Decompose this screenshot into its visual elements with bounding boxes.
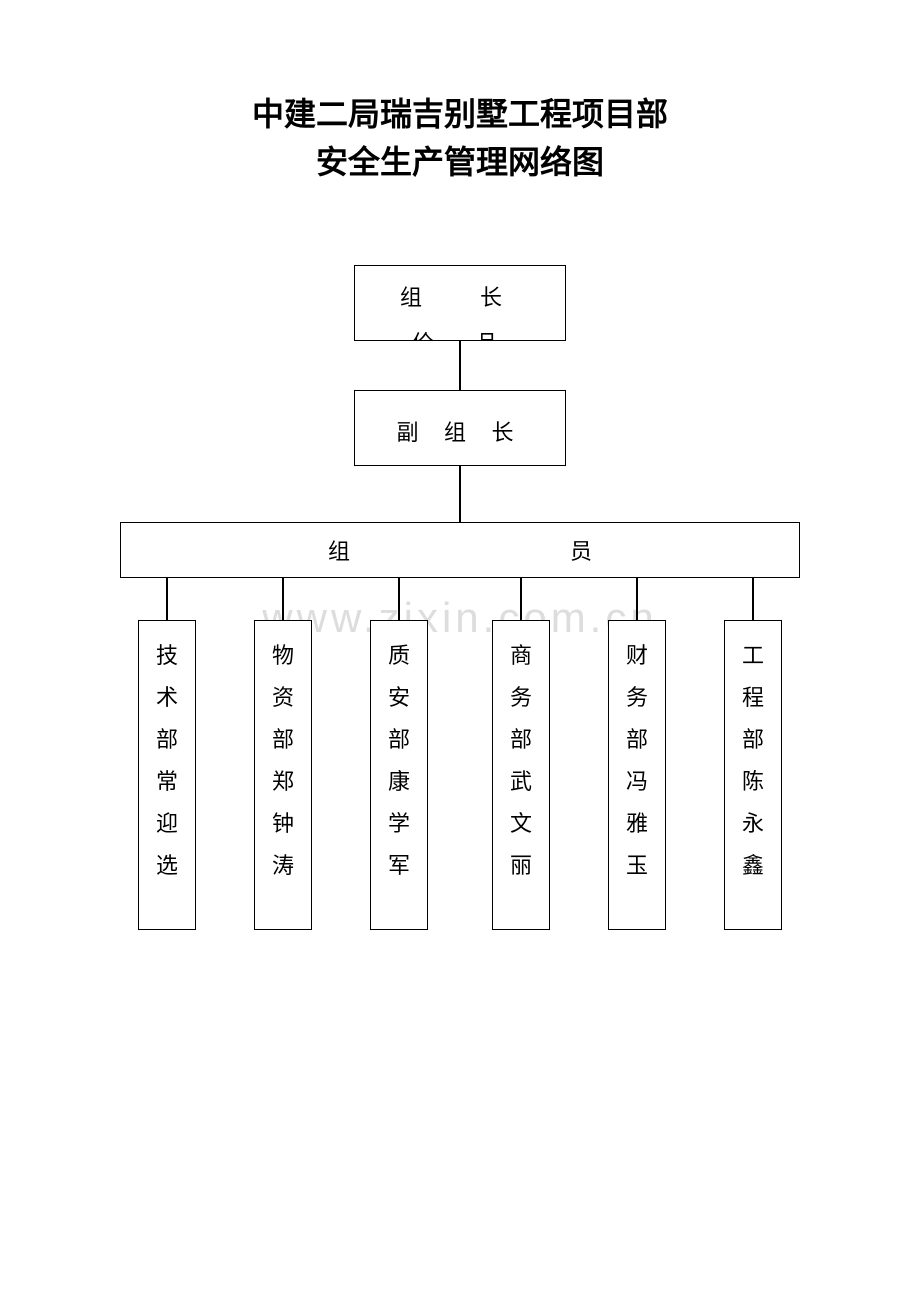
dept-box-3: 质安部康学军 bbox=[370, 620, 428, 930]
connector-dept-2 bbox=[282, 578, 284, 620]
dept-char: 部 bbox=[371, 719, 427, 761]
dept-char: 永 bbox=[725, 803, 781, 845]
dept-box-2: 物资部郑钟涛 bbox=[254, 620, 312, 930]
page: 中建二局瑞吉别墅工程项目部 安全生产管理网络图 组 长 伦 品 副 组 长 组 … bbox=[0, 0, 920, 1302]
members-box: 组 员 bbox=[120, 522, 800, 578]
dept-char: 迎 bbox=[139, 803, 195, 845]
dept-char: 常 bbox=[139, 761, 195, 803]
dept-char: 陈 bbox=[725, 761, 781, 803]
dept-box-4: 商务部武文丽 bbox=[492, 620, 550, 930]
dept-box-5: 财务部冯雅玉 bbox=[608, 620, 666, 930]
dept-char: 部 bbox=[609, 719, 665, 761]
dept-char: 涛 bbox=[255, 845, 311, 887]
connector-dept-1 bbox=[166, 578, 168, 620]
dept-char: 鑫 bbox=[725, 845, 781, 887]
connector-dept-3 bbox=[398, 578, 400, 620]
dept-char: 选 bbox=[139, 845, 195, 887]
dept-char: 工 bbox=[725, 635, 781, 677]
dept-char: 钟 bbox=[255, 803, 311, 845]
dept-char: 部 bbox=[725, 719, 781, 761]
dept-char: 军 bbox=[371, 845, 427, 887]
connector-vice-members bbox=[459, 466, 461, 522]
vice-role: 副 组 长 bbox=[396, 415, 523, 447]
connector-leader-vice bbox=[459, 341, 461, 390]
dept-char: 程 bbox=[725, 677, 781, 719]
dept-box-6: 工程部陈永鑫 bbox=[724, 620, 782, 930]
connector-dept-5 bbox=[636, 578, 638, 620]
dept-box-1: 技术部常迎选 bbox=[138, 620, 196, 930]
members-label-left: 组 bbox=[328, 534, 350, 566]
dept-char: 雅 bbox=[609, 803, 665, 845]
dept-char: 部 bbox=[255, 719, 311, 761]
dept-char: 康 bbox=[371, 761, 427, 803]
dept-char: 武 bbox=[493, 761, 549, 803]
members-label: 组 员 bbox=[121, 523, 799, 577]
members-label-right: 员 bbox=[570, 534, 592, 566]
dept-char: 部 bbox=[139, 719, 195, 761]
dept-char: 冯 bbox=[609, 761, 665, 803]
dept-char: 物 bbox=[255, 635, 311, 677]
leader-role: 组 长 bbox=[400, 280, 520, 312]
dept-char: 学 bbox=[371, 803, 427, 845]
dept-char: 质 bbox=[371, 635, 427, 677]
title-line-1: 中建二局瑞吉别墅工程项目部 bbox=[0, 90, 920, 138]
dept-char: 丽 bbox=[493, 845, 549, 887]
title-line-2: 安全生产管理网络图 bbox=[0, 138, 920, 186]
connector-dept-6 bbox=[752, 578, 754, 620]
leader-box: 组 长 伦 品 bbox=[354, 265, 566, 341]
dept-char: 技 bbox=[139, 635, 195, 677]
dept-char: 财 bbox=[609, 635, 665, 677]
dept-char: 郑 bbox=[255, 761, 311, 803]
dept-char: 资 bbox=[255, 677, 311, 719]
dept-char: 术 bbox=[139, 677, 195, 719]
connector-dept-4 bbox=[520, 578, 522, 620]
dept-char: 务 bbox=[609, 677, 665, 719]
dept-char: 务 bbox=[493, 677, 549, 719]
vice-box: 副 组 长 bbox=[354, 390, 566, 466]
dept-char: 玉 bbox=[609, 845, 665, 887]
dept-char: 商 bbox=[493, 635, 549, 677]
dept-char: 安 bbox=[371, 677, 427, 719]
dept-char: 文 bbox=[493, 803, 549, 845]
leader-name: 伦 品 bbox=[412, 326, 508, 341]
title-block: 中建二局瑞吉别墅工程项目部 安全生产管理网络图 bbox=[0, 90, 920, 186]
dept-char: 部 bbox=[493, 719, 549, 761]
